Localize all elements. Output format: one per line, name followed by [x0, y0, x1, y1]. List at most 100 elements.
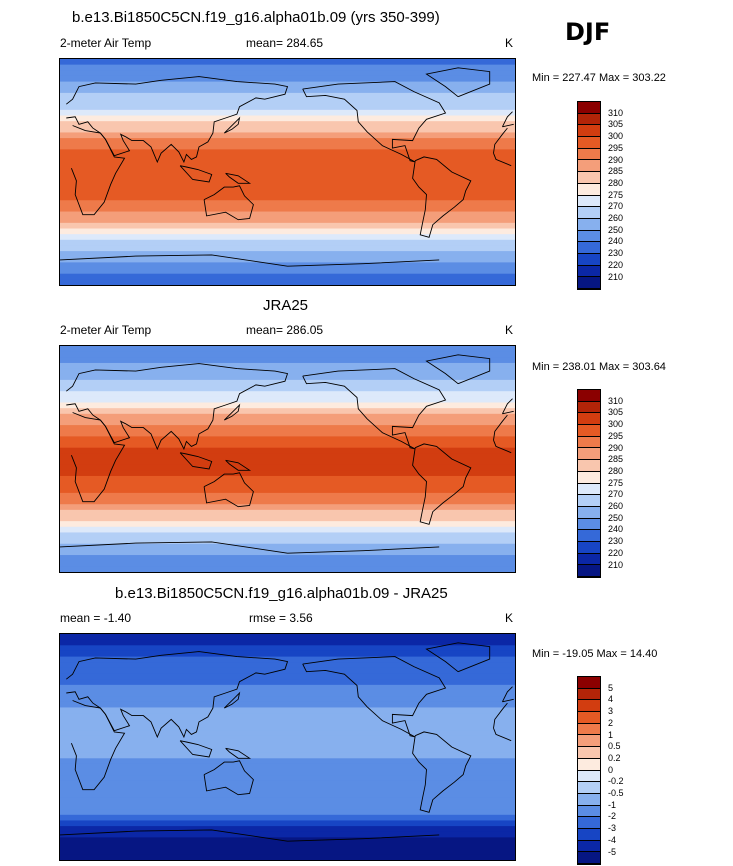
lat-band [60, 696, 515, 703]
coastline [425, 354, 491, 385]
colorbar-swatch [578, 782, 600, 794]
colorbar-tick-label: -1 [608, 799, 617, 810]
colorbar-tick-label: 270 [608, 201, 624, 212]
colorbar-swatch [578, 817, 600, 829]
lat-band [60, 256, 515, 263]
lat-band [60, 75, 515, 83]
lat-band [60, 121, 515, 128]
lat-band [60, 730, 515, 737]
panel-1-units: K [505, 36, 514, 50]
colorbar-tick-label: -3 [608, 823, 617, 834]
colorbar-swatch [578, 712, 600, 724]
coastline [70, 125, 512, 216]
lat-band [60, 222, 515, 230]
colorbar-tick-label: 305 [608, 407, 624, 418]
colorbar-tick-label: 0.2 [608, 752, 621, 763]
coastline [302, 656, 447, 738]
lat-band [60, 442, 515, 449]
colorbar-swatch [578, 183, 600, 196]
coastline [223, 116, 241, 134]
lat-band [60, 718, 515, 725]
lat-band [60, 177, 515, 184]
colorbar-swatch [578, 242, 600, 254]
lat-band [60, 667, 515, 675]
colorbar-swatch [578, 460, 600, 472]
lat-band [60, 98, 515, 105]
colorbar-tick-label: 0 [608, 764, 614, 775]
panel-1-variable: 2-meter Air Temp [60, 36, 152, 50]
colorbar-tick-label: -4 [608, 834, 617, 845]
colorbar-tick-label: 295 [608, 430, 624, 441]
lat-band [60, 679, 515, 686]
colorbar-swatch [578, 207, 600, 219]
lat-band [60, 701, 515, 709]
lat-band [60, 172, 515, 179]
lat-band [60, 408, 515, 415]
panel-1-title: b.e13.Bi1850C5CN.f19_g16.alpha01b.09 (yr… [72, 9, 440, 26]
lat-band [60, 419, 515, 426]
colorbar-swatch [578, 137, 600, 149]
colorbar-tick-label: -5 [608, 846, 617, 857]
lat-band [60, 769, 515, 776]
coastline [66, 651, 514, 739]
colorbar-tick-label: 285 [608, 454, 624, 465]
panel-1-map [59, 58, 516, 286]
colorbar-swatch [578, 425, 600, 437]
colorbar-tick-label: 2 [608, 717, 614, 728]
lat-band [60, 149, 515, 156]
lat-band [60, 741, 515, 748]
lat-band [60, 70, 515, 77]
colorbar-swatch [578, 253, 600, 266]
panel-3-map-plot [60, 634, 515, 860]
colorbar-swatch [578, 483, 600, 496]
colorbar-tick-label: 220 [608, 547, 624, 558]
colorbar-swatch [578, 828, 600, 841]
colorbar-tick-label: 280 [608, 465, 624, 476]
lat-band [60, 391, 515, 398]
lat-band [60, 656, 515, 663]
lat-band [60, 498, 515, 505]
colorbar-tick-label: 300 [608, 419, 624, 430]
colorbar-tick-label: 275 [608, 477, 624, 488]
colorbar-swatch [578, 688, 600, 701]
lat-band [60, 126, 515, 134]
colorbar-tick-label: 290 [608, 154, 624, 165]
panel-3-rmse: rmse = 3.56 [249, 611, 313, 625]
lat-band [60, 362, 515, 370]
coastline [425, 642, 491, 673]
lat-band [60, 526, 515, 534]
coastline [225, 459, 252, 471]
coastline [203, 185, 254, 221]
lat-band [60, 854, 515, 860]
colorbar-swatch [578, 506, 600, 519]
colorbar-swatch [578, 277, 600, 289]
lat-band [60, 775, 515, 782]
lat-band [60, 690, 515, 697]
lat-band [60, 413, 515, 421]
lat-band [60, 515, 515, 522]
colorbar-tick-label: 210 [608, 559, 624, 570]
lat-band [60, 430, 515, 437]
lat-band [60, 555, 515, 562]
lat-band [60, 566, 515, 572]
colorbar-tick-label: 210 [608, 271, 624, 282]
colorbar-swatch [578, 805, 600, 818]
colorbar-swatch [578, 436, 600, 449]
colorbar-swatch [578, 770, 600, 783]
panel-3-colorbar: 5 4 3 2 1 0.5 0.2 0 -0.2 -0.5 -1 -2 -3 -4 -5 [577, 676, 624, 865]
coastline [223, 691, 241, 709]
lat-band [60, 166, 515, 173]
lat-band [60, 447, 515, 454]
colorbar-swatch [578, 113, 600, 126]
lat-band [60, 820, 515, 827]
colorbar-tick-label: -0.5 [608, 788, 624, 798]
coastline [70, 412, 512, 503]
colorbar-tick-label: 230 [608, 248, 624, 259]
coastline [225, 172, 252, 184]
lat-band [60, 87, 515, 94]
lat-band [60, 786, 515, 793]
panel-3-units: K [505, 611, 514, 625]
panel-1-mean: mean= 284.65 [246, 36, 324, 50]
colorbar-swatch [578, 723, 600, 736]
coastline [302, 368, 447, 450]
